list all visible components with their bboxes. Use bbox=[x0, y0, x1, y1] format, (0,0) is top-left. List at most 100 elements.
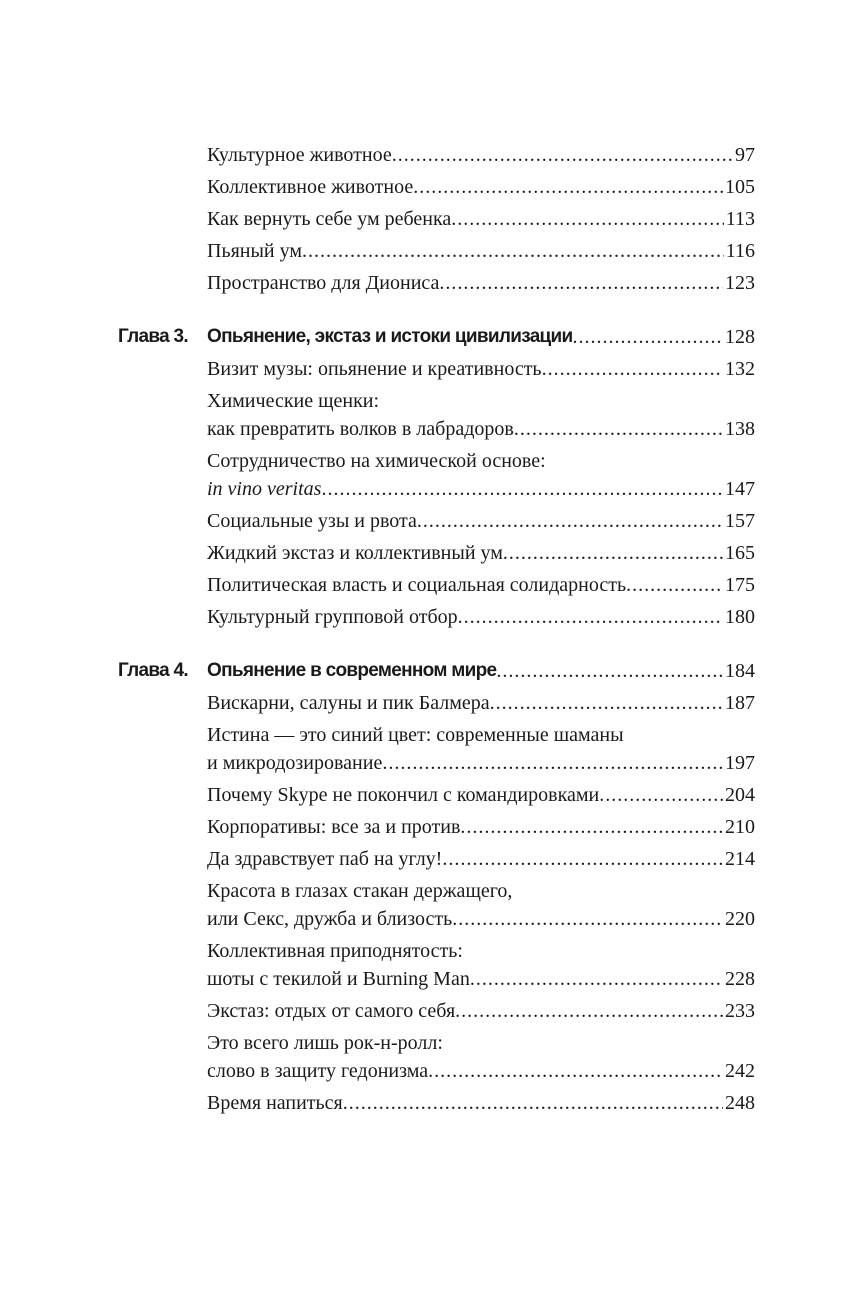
toc-entry[interactable]: Культурный групповой отбор 180 bbox=[207, 603, 755, 631]
toc-entry[interactable]: Культурное животное 97 bbox=[207, 141, 755, 169]
toc-entry[interactable]: Сотрудничество на химической основе: in v… bbox=[207, 447, 755, 503]
entry-title: Красота в глазах стакан держащего, bbox=[207, 880, 513, 902]
entry-title: Да здравствует паб на углу! bbox=[207, 848, 443, 870]
page-number: 197 bbox=[725, 752, 755, 774]
page-number: 128 bbox=[725, 326, 755, 348]
dot-leader bbox=[458, 603, 723, 631]
toc-entry[interactable]: Коллективная приподнятость: шоты с текило… bbox=[207, 937, 755, 993]
entry-title: Визит музы: опьянение и креативность bbox=[207, 358, 542, 380]
dot-leader bbox=[496, 657, 723, 685]
dot-leader bbox=[428, 1057, 723, 1085]
dot-leader bbox=[626, 571, 723, 599]
entry-title: Социальные узы и рвота bbox=[207, 510, 417, 532]
toc-entry[interactable]: Корпоративы: все за и против 210 bbox=[207, 813, 755, 841]
toc-entry[interactable]: Как вернуть себе ум ребенка 113 bbox=[207, 205, 755, 233]
entry-title: Как вернуть себе ум ребенка bbox=[207, 208, 452, 230]
toc-entry[interactable]: Пьяный ум 116 bbox=[207, 237, 755, 265]
entry-title: или Секс, дружба и близость bbox=[207, 908, 453, 930]
entry-title: Культурное животное bbox=[207, 144, 392, 166]
toc-entry[interactable]: Жидкий экстаз и коллективный ум 165 bbox=[207, 539, 755, 567]
dot-leader bbox=[573, 323, 724, 351]
dot-leader bbox=[470, 965, 723, 993]
entry-title: как превратить волков в лабрадоров bbox=[207, 418, 514, 440]
toc-entry[interactable]: Пространство для Диониса 123 bbox=[207, 269, 755, 297]
page-number: 228 bbox=[725, 968, 755, 990]
page-number: 132 bbox=[725, 358, 755, 380]
page-number: 233 bbox=[725, 1000, 755, 1022]
entry-title: Это всего лишь рок-н-ролл: bbox=[207, 1032, 443, 1054]
entry-title: Коллективная приподнятость: bbox=[207, 940, 463, 962]
entry-title: и микродозирование bbox=[207, 752, 383, 774]
entry-title: in vino veritas bbox=[207, 478, 322, 500]
page-number: 214 bbox=[725, 848, 755, 870]
toc-entry[interactable]: Истина — это синий цвет: современные шам… bbox=[207, 721, 755, 777]
entry-title: Сотрудничество на химической основе: bbox=[207, 450, 546, 472]
page-number: 180 bbox=[725, 606, 755, 628]
entry-title: Время напиться bbox=[207, 1092, 343, 1114]
toc-entry[interactable]: Социальные узы и рвота 157 bbox=[207, 507, 755, 535]
page-number: 113 bbox=[725, 208, 755, 230]
chapter-label: Глава 3. bbox=[118, 326, 189, 347]
entry-title: шоты с текилой и Burning Man bbox=[207, 968, 470, 990]
entry-title: Политическая власть и социальная солидар… bbox=[207, 574, 627, 596]
chapter-label: Глава 4. bbox=[118, 660, 189, 681]
entry-title: Пьяный ум bbox=[207, 240, 302, 262]
entry-title: Химические щенки: bbox=[207, 390, 380, 412]
page-number: 210 bbox=[725, 816, 755, 838]
toc-entry[interactable]: Экстаз: отдых от самого себя 233 bbox=[207, 997, 755, 1025]
toc-entry[interactable]: Вискарни, салуны и пик Балмера 187 bbox=[207, 689, 755, 717]
page-number: 116 bbox=[725, 240, 755, 262]
page-number: 157 bbox=[725, 510, 755, 532]
dot-leader bbox=[490, 689, 723, 717]
entry-title: Пространство для Диониса bbox=[207, 272, 440, 294]
toc-entry[interactable]: Время напиться 248 bbox=[207, 1089, 755, 1117]
entry-title: Экстаз: отдых от самого себя bbox=[207, 1000, 456, 1022]
page-number: 248 bbox=[725, 1092, 755, 1114]
page-number: 242 bbox=[725, 1060, 755, 1082]
dot-leader bbox=[343, 1089, 723, 1117]
dot-leader bbox=[392, 141, 733, 169]
page-number: 138 bbox=[725, 418, 755, 440]
dot-leader bbox=[382, 749, 723, 777]
toc-chapter[interactable]: Глава 4. Опьянение в современном мире 184 bbox=[118, 657, 755, 685]
toc-entry[interactable]: Почему Skype не покончил с командировкам… bbox=[207, 781, 755, 809]
chapter-title: Опьянение в современном мире bbox=[207, 660, 497, 681]
page-number: 165 bbox=[725, 542, 755, 564]
entry-title: Истина — это синий цвет: современные шам… bbox=[207, 724, 624, 746]
entry-title: Корпоративы: все за и против bbox=[207, 816, 461, 838]
page-number: 220 bbox=[725, 908, 755, 930]
toc-chapter[interactable]: Глава 3. Опьянение, экстаз и истоки цивил… bbox=[118, 323, 755, 351]
dot-leader bbox=[451, 205, 723, 233]
dot-leader bbox=[452, 905, 723, 933]
entry-title: Почему Skype не покончил с командировкам… bbox=[207, 784, 600, 806]
dot-leader bbox=[455, 997, 723, 1025]
entry-title: Вискарни, салуны и пик Балмера bbox=[207, 692, 490, 714]
dot-leader bbox=[417, 507, 723, 535]
table-of-contents: Культурное животное 97 Коллективное животн… bbox=[118, 141, 755, 1121]
toc-entry[interactable]: Визит музы: опьянение и креативность 132 bbox=[207, 355, 755, 383]
page-number: 184 bbox=[725, 660, 755, 682]
toc-entry[interactable]: Да здравствует паб на углу! 214 bbox=[207, 845, 755, 873]
dot-leader bbox=[439, 269, 723, 297]
dot-leader bbox=[599, 781, 723, 809]
toc-entry[interactable]: Это всего лишь рок-н-ролл: слово в защиту… bbox=[207, 1029, 755, 1085]
page-number: 204 bbox=[725, 784, 755, 806]
entry-title: Коллективное животное bbox=[207, 176, 414, 198]
toc-entry[interactable]: Политическая власть и социальная солидар… bbox=[207, 571, 755, 599]
page-number: 97 bbox=[735, 144, 755, 166]
dot-leader bbox=[503, 539, 723, 567]
toc-entry[interactable]: Химические щенки: как превратить волков в… bbox=[207, 387, 755, 443]
dot-leader bbox=[460, 813, 723, 841]
toc-entry[interactable]: Красота в глазах стакан держащего, или Се… bbox=[207, 877, 755, 933]
page-number: 175 bbox=[725, 574, 755, 596]
entry-title: слово в защиту гедонизма bbox=[207, 1060, 429, 1082]
toc-entry[interactable]: Коллективное животное 105 bbox=[207, 173, 755, 201]
dot-leader bbox=[321, 475, 723, 503]
page-number: 187 bbox=[725, 692, 755, 714]
entry-title: Жидкий экстаз и коллективный ум bbox=[207, 542, 503, 564]
dot-leader bbox=[442, 845, 723, 873]
page-number: 123 bbox=[725, 272, 755, 294]
page-number: 105 bbox=[725, 176, 755, 198]
chapter-title: Опьянение, экстаз и истоки цивилизации bbox=[207, 326, 573, 347]
dot-leader bbox=[302, 237, 724, 265]
